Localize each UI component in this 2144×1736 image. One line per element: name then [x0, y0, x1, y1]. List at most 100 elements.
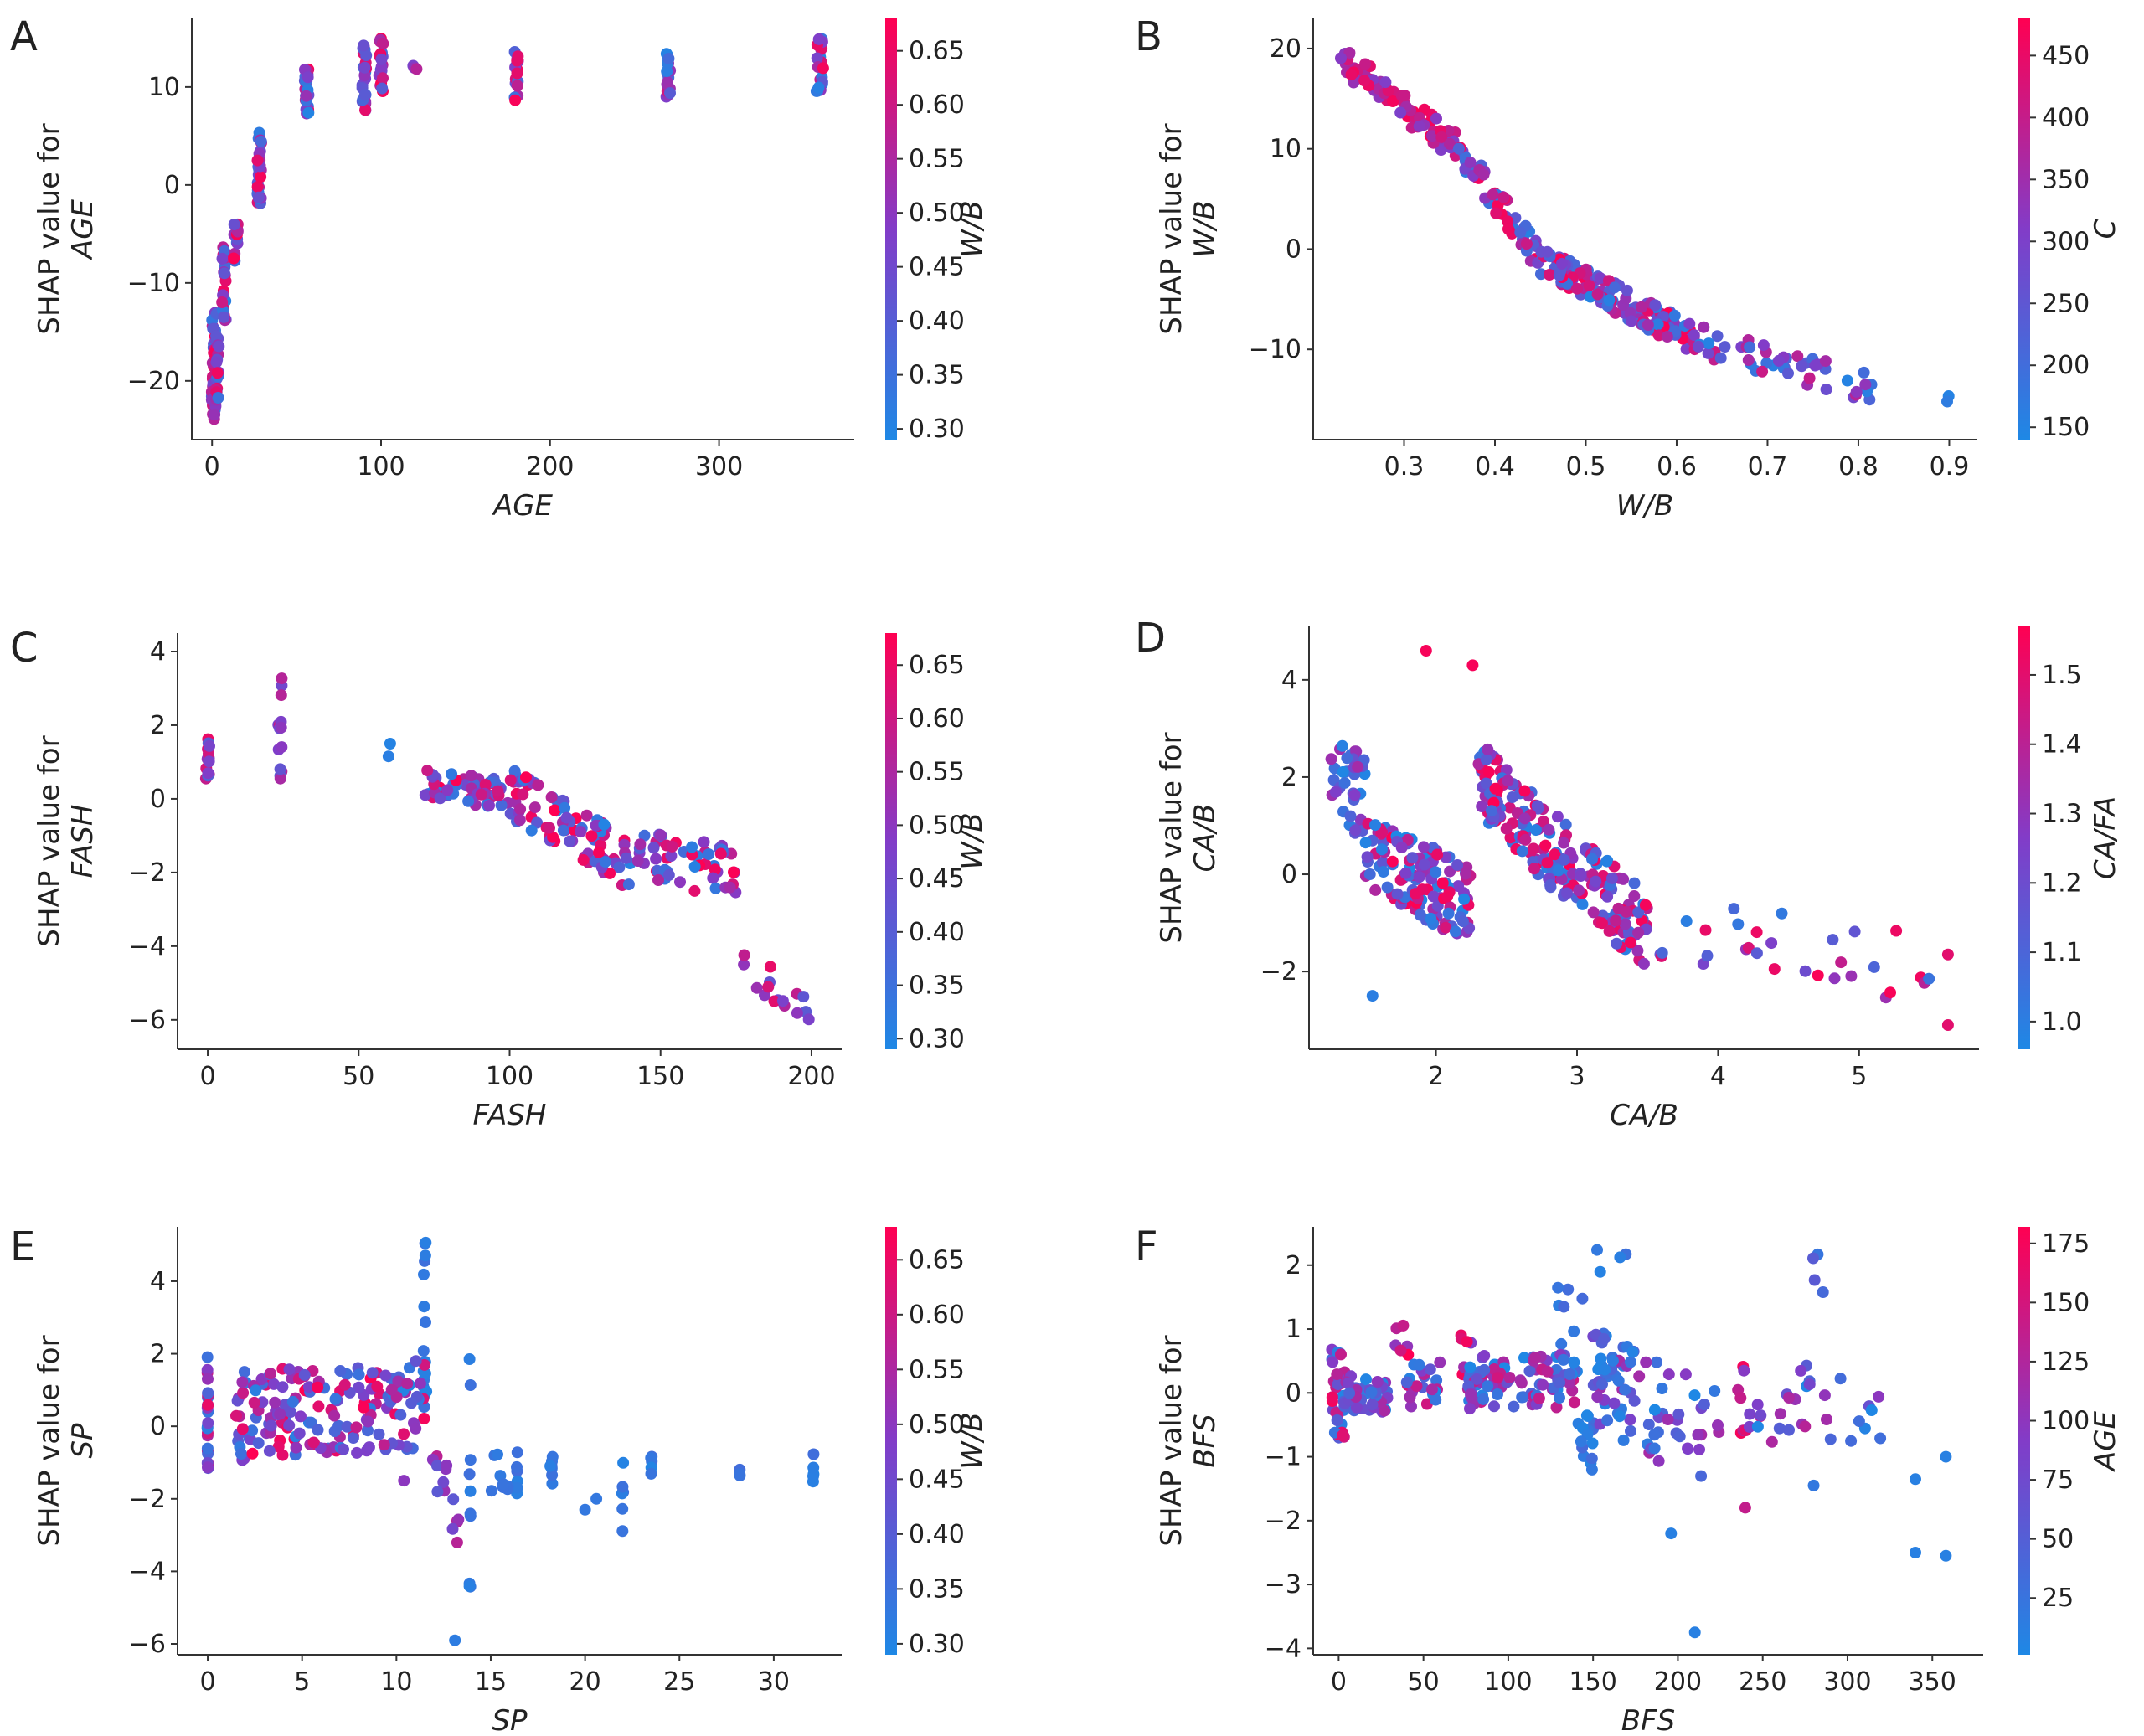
data-point: [666, 840, 678, 853]
data-point: [1554, 1392, 1565, 1404]
data-point: [362, 1415, 374, 1428]
data-point: [1544, 878, 1557, 891]
colorbar-tick-label: 250: [2042, 289, 2090, 318]
data-point: [654, 829, 667, 842]
y-tick-label: 2: [150, 711, 166, 740]
data-point: [1379, 76, 1392, 89]
data-point: [1506, 791, 1518, 803]
data-point: [283, 1363, 296, 1376]
data-point: [451, 1536, 463, 1548]
data-point: [1386, 855, 1399, 868]
data-point: [1574, 870, 1587, 882]
data-point: [1940, 1450, 1952, 1463]
colorbar-label: W/B: [956, 1412, 989, 1469]
data-point: [1394, 106, 1407, 119]
data-point: [398, 1475, 410, 1487]
data-point: [593, 846, 605, 858]
y-axis-label: SHAP value forW/B: [1155, 123, 1222, 334]
data-point: [394, 1409, 407, 1421]
data-point: [419, 789, 431, 801]
data-point: [1541, 857, 1554, 869]
data-point: [728, 866, 740, 878]
y-tick-label: −20: [127, 367, 180, 396]
data-point: [1850, 385, 1863, 398]
data-point: [405, 1397, 418, 1409]
data-point: [238, 1366, 250, 1378]
y-tick-label: −1: [1265, 1443, 1301, 1472]
data-point: [441, 784, 454, 796]
colorbar: [2018, 18, 2030, 440]
data-point: [511, 67, 523, 80]
scatter-points: [205, 33, 829, 425]
x-tick-label: 200: [526, 452, 574, 482]
data-point: [1841, 374, 1853, 387]
data-point: [1363, 868, 1376, 880]
data-point: [371, 1380, 384, 1393]
colorbar-tick-label: 0.60: [909, 1301, 965, 1330]
data-point: [1680, 915, 1693, 927]
colorbar-tick-label: 125: [2042, 1347, 2090, 1377]
x-tick-label: 100: [486, 1062, 533, 1091]
data-point: [1585, 1463, 1598, 1476]
data-point: [255, 171, 267, 183]
x-tick-label: 15: [475, 1667, 507, 1697]
x-tick-label: 0.6: [1657, 452, 1697, 482]
data-point: [353, 1368, 365, 1381]
data-point: [312, 1381, 324, 1393]
data-point: [307, 1436, 320, 1449]
data-point: [525, 824, 538, 837]
x-tick-label: 0: [1331, 1667, 1347, 1697]
data-point: [564, 835, 576, 847]
data-point: [1711, 330, 1724, 343]
data-point: [650, 853, 662, 865]
y-tick-label: −2: [129, 1485, 166, 1514]
data-point: [1824, 1433, 1837, 1445]
data-point: [1466, 659, 1479, 672]
data-point: [1819, 355, 1832, 368]
x-tick-label: 250: [1739, 1667, 1786, 1697]
panel-letter: A: [10, 13, 38, 60]
colorbar-tick-label: 0.65: [909, 37, 965, 66]
data-point: [1568, 1356, 1580, 1368]
data-point: [237, 1387, 250, 1399]
colorbar-tick-label: 0.60: [909, 90, 965, 120]
x-tick-label: 4: [1710, 1062, 1726, 1091]
y-tick-label: −2: [1260, 957, 1297, 986]
data-point: [616, 1525, 629, 1538]
data-point: [1637, 957, 1650, 970]
data-point: [1366, 990, 1379, 1002]
data-point: [1628, 877, 1641, 889]
data-point: [1719, 341, 1731, 353]
data-point: [1360, 1373, 1372, 1386]
data-point: [652, 874, 664, 886]
x-tick-label: 5: [1851, 1062, 1867, 1091]
data-point: [686, 841, 698, 853]
colorbar-tick-label: 1.1: [2042, 938, 2082, 967]
data-point: [285, 1406, 296, 1419]
x-tick-label: 200: [787, 1062, 835, 1091]
data-point: [1858, 366, 1870, 379]
data-point: [1652, 318, 1664, 331]
data-point: [544, 822, 555, 834]
data-point: [1480, 753, 1492, 765]
data-point: [511, 80, 523, 92]
data-point: [1397, 1319, 1410, 1332]
data-point: [807, 1461, 820, 1474]
panel-letter: B: [1135, 13, 1162, 60]
colorbar: [2018, 626, 2030, 1049]
y-tick-label: 1: [1286, 1315, 1301, 1344]
colorbar-tick-label: 0.30: [909, 1024, 965, 1053]
data-point: [1558, 837, 1570, 849]
data-point: [1557, 1353, 1569, 1366]
data-point: [1827, 934, 1839, 946]
data-point: [1601, 890, 1614, 903]
data-point: [359, 104, 371, 116]
data-point: [1461, 1336, 1473, 1348]
colorbar-tick-label: 0.55: [909, 758, 965, 787]
data-point: [714, 847, 727, 860]
data-point: [1679, 1368, 1692, 1381]
data-point: [213, 340, 225, 353]
data-point: [1923, 972, 1935, 985]
data-point: [1425, 912, 1437, 925]
y-tick-label: 10: [148, 73, 180, 102]
